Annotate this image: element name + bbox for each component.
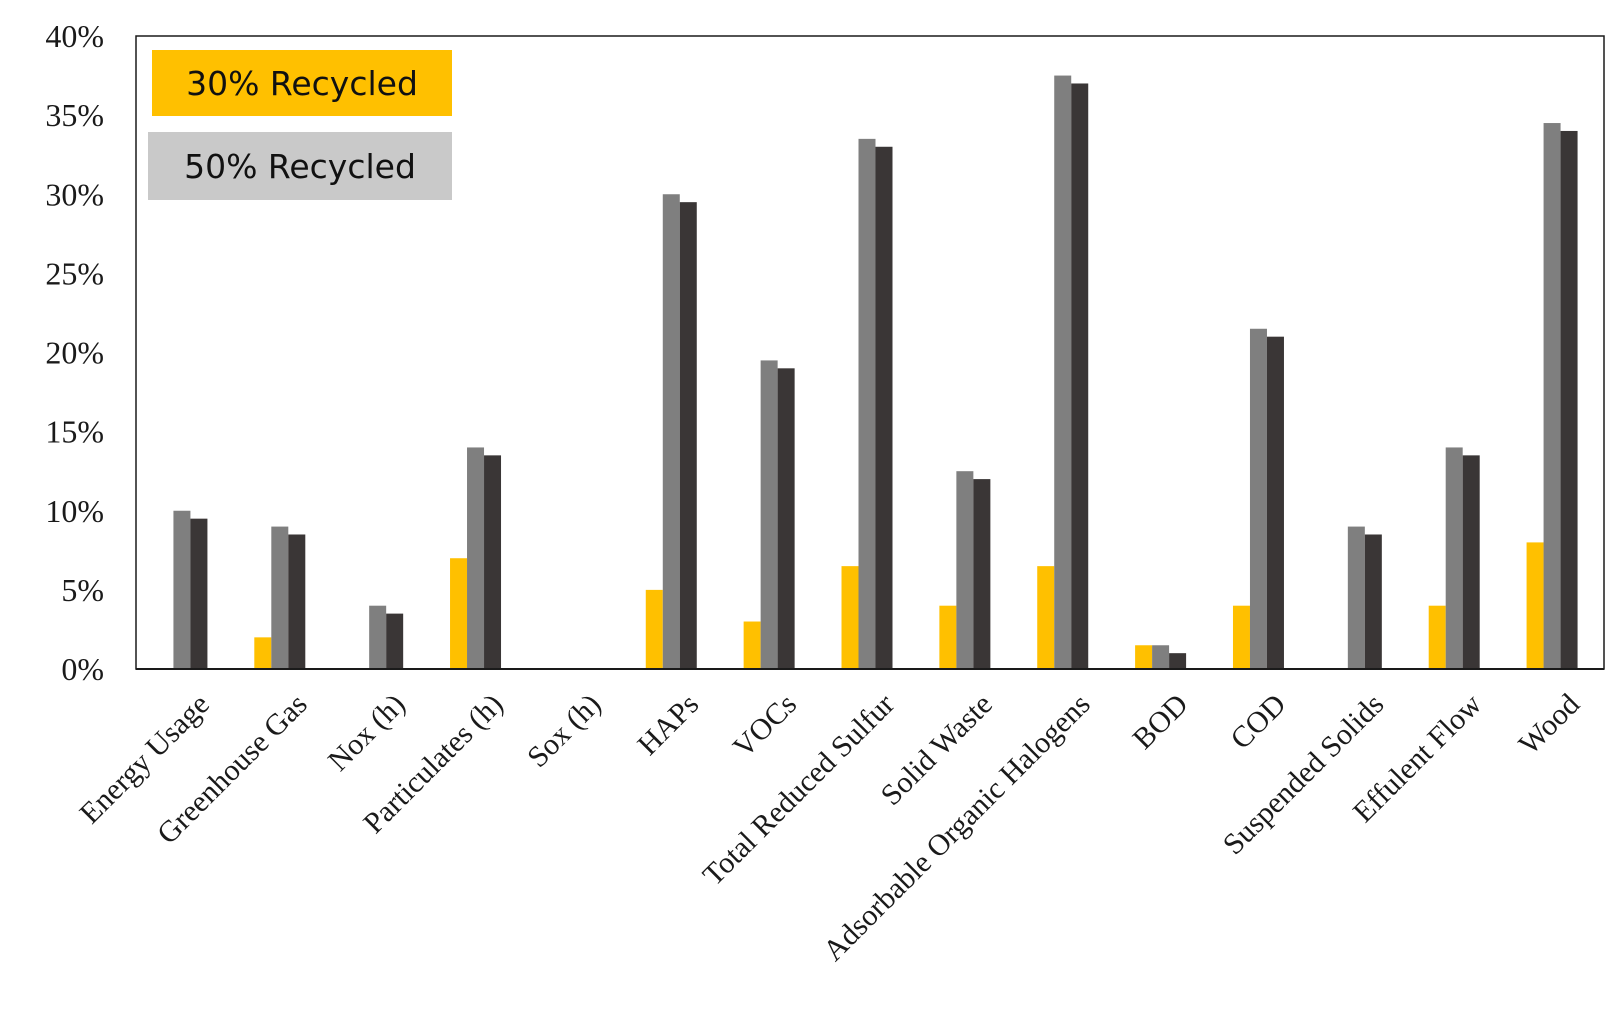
y-tick-label: 0% [61, 651, 104, 687]
bar-3-13 [1462, 455, 1480, 669]
y-tick-label: 10% [45, 493, 104, 529]
bar-3-8 [973, 479, 991, 669]
x-category-label: COD [1224, 688, 1292, 756]
y-tick-label: 35% [45, 97, 104, 133]
axes-layer [135, 35, 1605, 670]
y-tick-label: 40% [45, 18, 104, 54]
x-category-label: Wood [1513, 688, 1586, 761]
bar-2-11 [1249, 328, 1267, 669]
y-tick-label: 30% [45, 176, 104, 212]
bar-3-9 [1071, 83, 1089, 670]
bar-2-5 [662, 194, 680, 669]
bar-2-0 [173, 510, 191, 669]
bar-2-9 [1054, 75, 1072, 669]
x-category-label: VOCs [727, 688, 803, 764]
y-tick-label: 5% [61, 572, 104, 608]
bar-1-14 [1526, 542, 1544, 669]
bar-2-7 [858, 138, 876, 670]
y-tick-label: 20% [45, 335, 104, 371]
bar-1-7 [841, 566, 859, 669]
bar-2-6 [760, 360, 778, 669]
bar-1-6 [743, 621, 761, 669]
bar-2-8 [956, 471, 974, 669]
x-category-label: Sox (h) [521, 688, 607, 774]
bar-2-12 [1347, 526, 1365, 669]
legend: 30% Recycled 50% Recycled [148, 50, 452, 200]
bar-1-10 [1135, 645, 1153, 669]
bar-2-1 [271, 526, 289, 669]
x-category-label: HAPs [631, 688, 705, 762]
x-category-label: Nox (h) [322, 688, 412, 778]
legend-swatch-2 [148, 132, 452, 200]
bar-2-3 [467, 447, 485, 669]
bar-1-3 [450, 558, 468, 669]
bar-3-6 [777, 368, 795, 669]
bar-3-0 [190, 518, 208, 669]
bar-3-1 [288, 534, 306, 669]
x-category-label: Total Reduced Sulfur [696, 688, 900, 892]
bar-1-1 [254, 637, 272, 669]
bar-3-5 [679, 202, 697, 669]
bar-3-12 [1364, 534, 1382, 669]
bar-3-10 [1169, 653, 1187, 669]
legend-label-2: 50% Recycled [184, 147, 416, 186]
bar-2-13 [1445, 447, 1463, 669]
bar-1-13 [1428, 605, 1446, 669]
x-category-label: BOD [1126, 688, 1194, 756]
bar-2-2 [369, 605, 387, 669]
bar-2-10 [1152, 645, 1170, 669]
bar-3-11 [1266, 336, 1284, 669]
bar-3-3 [484, 455, 502, 669]
bar-1-11 [1232, 605, 1250, 669]
bar-3-14 [1560, 130, 1578, 669]
y-tick-labels: 0% 5% 10% 15% 20% 25% 30% 35% 40% [45, 18, 104, 687]
bar-3-7 [875, 146, 893, 669]
legend-swatch-1 [152, 50, 452, 116]
bar-2-14 [1543, 123, 1561, 670]
legend-label-1: 30% Recycled [186, 64, 418, 103]
bar-1-8 [939, 605, 957, 669]
y-tick-label: 15% [45, 414, 104, 450]
bar-1-5 [645, 589, 663, 670]
bar-3-2 [386, 613, 404, 669]
y-tick-label: 25% [45, 255, 104, 291]
bar-1-9 [1037, 566, 1055, 669]
bars-layer [173, 75, 1578, 670]
